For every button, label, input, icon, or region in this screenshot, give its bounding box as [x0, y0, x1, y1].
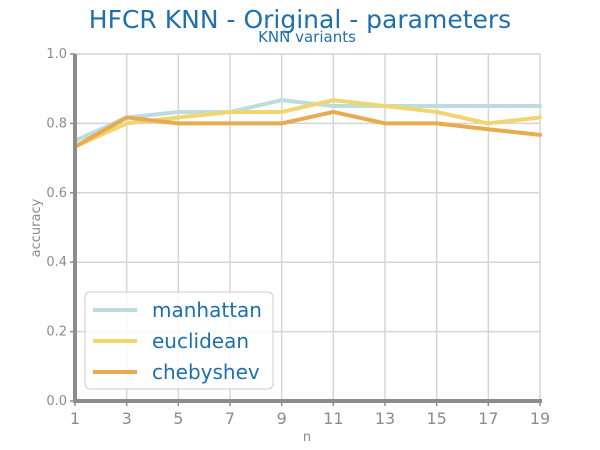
x-tick-label: 3	[122, 409, 132, 428]
y-tick-label: 1.0	[46, 47, 67, 62]
tick-labels: 1 3 5 7 9 11 13 15 17 190.00.20.40.60.81.0	[46, 47, 550, 428]
legend-label-chebyshev: chebyshev	[152, 360, 260, 384]
chart-title: HFCR KNN - Original - parameters	[89, 5, 511, 34]
y-axis-label: accuracy	[29, 198, 44, 257]
series-line-manhattan	[73, 98, 542, 143]
x-tick-label: 13	[375, 409, 395, 428]
x-axis-label: n	[303, 430, 311, 445]
x-tick-label: 19	[530, 409, 550, 428]
y-tick-label: 0.8	[46, 116, 67, 131]
x-tick-label: 17	[478, 409, 498, 428]
axes	[73, 54, 542, 403]
series-lines	[73, 98, 542, 149]
x-tick-label: 5	[173, 409, 183, 428]
x-tick-label: 9	[277, 409, 287, 428]
legend-label-euclidean: euclidean	[152, 329, 249, 353]
x-tick-label: 1	[70, 409, 80, 428]
legend: manhattan euclidean chebyshev	[84, 291, 274, 390]
legend-label-manhattan: manhattan	[152, 298, 262, 322]
y-tick-label: 0.2	[46, 325, 67, 340]
y-tick-label: 0.0	[46, 394, 67, 409]
x-tick-label: 15	[426, 409, 446, 428]
chart-subtitle: KNN variants	[258, 28, 356, 46]
x-tick-label: 7	[225, 409, 235, 428]
y-tick-label: 0.4	[46, 255, 67, 270]
y-tick-label: 0.6	[46, 186, 67, 201]
series-line-chebyshev	[73, 109, 542, 149]
legend-box	[84, 291, 274, 390]
x-tick-label: 11	[323, 409, 343, 428]
